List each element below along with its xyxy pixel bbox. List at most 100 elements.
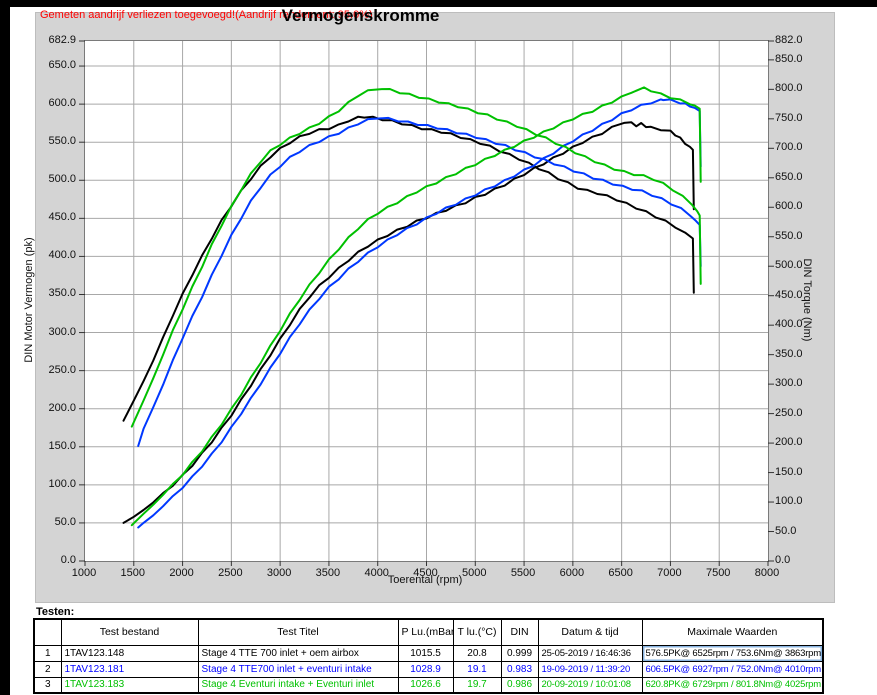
- y-right-tick-label: 650.0: [775, 170, 803, 183]
- cell-nr[interactable]: 2: [33, 660, 62, 678]
- x-tick-label: 5000: [462, 567, 487, 579]
- cell-file[interactable]: 1TAV123.183: [60, 676, 199, 694]
- cell-max[interactable]: 576.5PK@ 6525rpm / 753.6Nm@ 3863rpm: [641, 644, 824, 662]
- y-right-tick-label: 50.0: [775, 524, 797, 537]
- cell-max[interactable]: 620.8PK@ 6729rpm / 801.8Nm@ 4025rpm: [641, 676, 824, 694]
- x-tick-label: 5500: [510, 567, 536, 579]
- y-right-tick-label: 550.0: [775, 229, 803, 242]
- cell-nr[interactable]: 3: [33, 676, 62, 694]
- x-tick-label: 4000: [364, 567, 389, 579]
- y-right-tick-label: 300.0: [775, 377, 803, 390]
- x-tick-label: 3500: [315, 567, 341, 579]
- y-right-tick-label: 882.0: [775, 34, 803, 46]
- x-tick-label: 1500: [120, 567, 146, 579]
- y-right-tick-label: 800.0: [775, 82, 803, 95]
- cell-din[interactable]: 0.986: [500, 676, 539, 694]
- y-left-tick-label: 250.0: [48, 363, 76, 376]
- column-header: DIN: [500, 618, 539, 646]
- cell-din[interactable]: 0.999: [500, 644, 539, 662]
- column-header: Test Titel: [197, 618, 399, 646]
- cell-file[interactable]: 1TAV123.181: [60, 660, 199, 678]
- x-axis-title: Toerental (rpm): [387, 574, 463, 586]
- y-right-tick-label: 100.0: [775, 495, 803, 508]
- y-left-tick-label: 650.0: [48, 59, 76, 72]
- cell-p[interactable]: 1028.9: [397, 660, 454, 678]
- y-right-tick-label: 200.0: [775, 436, 803, 449]
- cell-datum[interactable]: 25-05-2019 / 16:46:36: [537, 644, 643, 662]
- cell-nr[interactable]: 1: [33, 644, 62, 662]
- cell-max[interactable]: 606.5PK@ 6927rpm / 752.0Nm@ 4010rpm: [641, 660, 824, 678]
- column-header: Datum & tijd: [537, 618, 643, 646]
- plot-area[interactable]: Stage 4 TTE 700 inlet + oem airbox - ver…: [79, 40, 774, 566]
- y-right-tick-label: 850.0: [775, 52, 803, 65]
- curve-power-blue: Stage 4 TTE700 inlet + eventuri intake -…: [137, 98, 702, 529]
- x-tick-label: 2000: [169, 567, 194, 579]
- cell-titel[interactable]: Stage 4 Eventuri intake + Eventuri inlet: [197, 676, 399, 694]
- y-left-tick-label: 50.0: [54, 515, 76, 528]
- y-left-tick-label: 150.0: [48, 439, 76, 452]
- y-left-tick-label: 400.0: [48, 249, 76, 262]
- y-right-tick-label: 500.0: [775, 259, 803, 272]
- curve-power-green: Stage 4 Eventuri intake + Eventuri inlet…: [130, 86, 702, 527]
- y-right-tick-label: 0.0: [775, 554, 791, 566]
- column-header: T lu.(°C): [452, 618, 502, 646]
- curve-torque-green: Stage 4 Eventuri intake + Eventuri inlet…: [130, 88, 702, 428]
- tests-table-header: Test bestand Test Titel P Lu.(mBar) T lu.(°…: [33, 618, 824, 646]
- y-right-tick-label: 250.0: [775, 406, 803, 419]
- y-left-tick-label: 450.0: [48, 211, 76, 224]
- y-right-tick-label: 350.0: [775, 347, 803, 360]
- cell-p[interactable]: 1026.6: [397, 676, 454, 694]
- cell-file[interactable]: 1TAV123.148: [60, 644, 199, 662]
- column-header: Test bestand: [60, 618, 199, 646]
- cell-titel[interactable]: Stage 4 TTE700 inlet + eventuri intake: [197, 660, 399, 678]
- cell-t[interactable]: 19.7: [452, 676, 502, 694]
- x-tick-label: 6500: [608, 567, 633, 579]
- test-row[interactable]: 1 1TAV123.148 Stage 4 TTE 700 inlet + oem …: [33, 644, 824, 662]
- column-header: Maximale Waarden: [641, 618, 824, 646]
- test-row[interactable]: 2 1TAV123.181 Stage 4 TTE700 inlet + event…: [33, 660, 824, 678]
- column-header: P Lu.(mBar): [397, 618, 454, 646]
- y-left-tick-label: 550.0: [48, 135, 76, 148]
- cell-p[interactable]: 1015.5: [397, 644, 454, 662]
- cell-din[interactable]: 0.983: [500, 660, 539, 678]
- curve-torque-black: Stage 4 TTE 700 inlet + oem airbox - kop…: [122, 115, 695, 422]
- x-tick-label: 8000: [754, 567, 780, 579]
- y-left-tick-label: 200.0: [48, 401, 76, 414]
- y-right-tick-label: 750.0: [775, 111, 803, 124]
- curve-torque-blue: Stage 4 TTE700 inlet + eventuri intake -…: [137, 116, 702, 447]
- y-left-tick-label: 300.0: [48, 325, 76, 338]
- y-right-tick-label: 700.0: [775, 141, 803, 154]
- x-tick-label: 3000: [266, 567, 292, 579]
- cell-datum[interactable]: 20-09-2019 / 10:01:08: [537, 676, 643, 694]
- column-header: [33, 618, 62, 646]
- x-tick-label: 2500: [218, 567, 243, 579]
- y-left-tick-label: 350.0: [48, 287, 76, 300]
- y-right-tick-label: 150.0: [775, 465, 803, 478]
- window-top-border: [0, 0, 877, 7]
- y-left-tick-label: 0.0: [60, 554, 76, 566]
- x-tick-label: 4500: [413, 567, 438, 579]
- cell-datum[interactable]: 19-09-2019 / 11:39:20: [537, 660, 643, 678]
- cell-t[interactable]: 19.1: [452, 660, 502, 678]
- drivetrain-loss-warning: Gemeten aandrijf verliezen toegevoegd!(A…: [40, 9, 373, 21]
- cell-t[interactable]: 20.8: [452, 644, 502, 662]
- y-left-tick-label: 682.9: [48, 34, 76, 46]
- x-tick-label: 6000: [559, 567, 585, 579]
- y-left-tick-label: 500.0: [48, 173, 76, 186]
- y-right-tick-label: 450.0: [775, 288, 803, 301]
- test-row[interactable]: 3 1TAV123.183 Stage 4 Eventuri intake + Ev…: [33, 676, 824, 694]
- page-title: Vermogenskromme: [281, 6, 440, 25]
- x-tick-label: 1000: [71, 567, 97, 579]
- window-left-border: [0, 0, 10, 695]
- y-right-tick-label: 600.0: [775, 200, 803, 213]
- y-left-tick-label: 600.0: [48, 97, 76, 110]
- y-right-tick-label: 400.0: [775, 318, 803, 331]
- x-tick-label: 7500: [705, 567, 731, 579]
- y-left-tick-label: 100.0: [48, 477, 76, 490]
- dyno-curves-svg: Stage 4 TTE 700 inlet + oem airbox - ver…: [79, 40, 774, 566]
- cell-titel[interactable]: Stage 4 TTE 700 inlet + oem airbox: [197, 644, 399, 662]
- x-tick-label: 7000: [657, 567, 682, 579]
- tests-table: Test bestand Test Titel P Lu.(mBar) T lu.(°…: [33, 618, 824, 694]
- tests-caption: Testen:: [36, 606, 75, 618]
